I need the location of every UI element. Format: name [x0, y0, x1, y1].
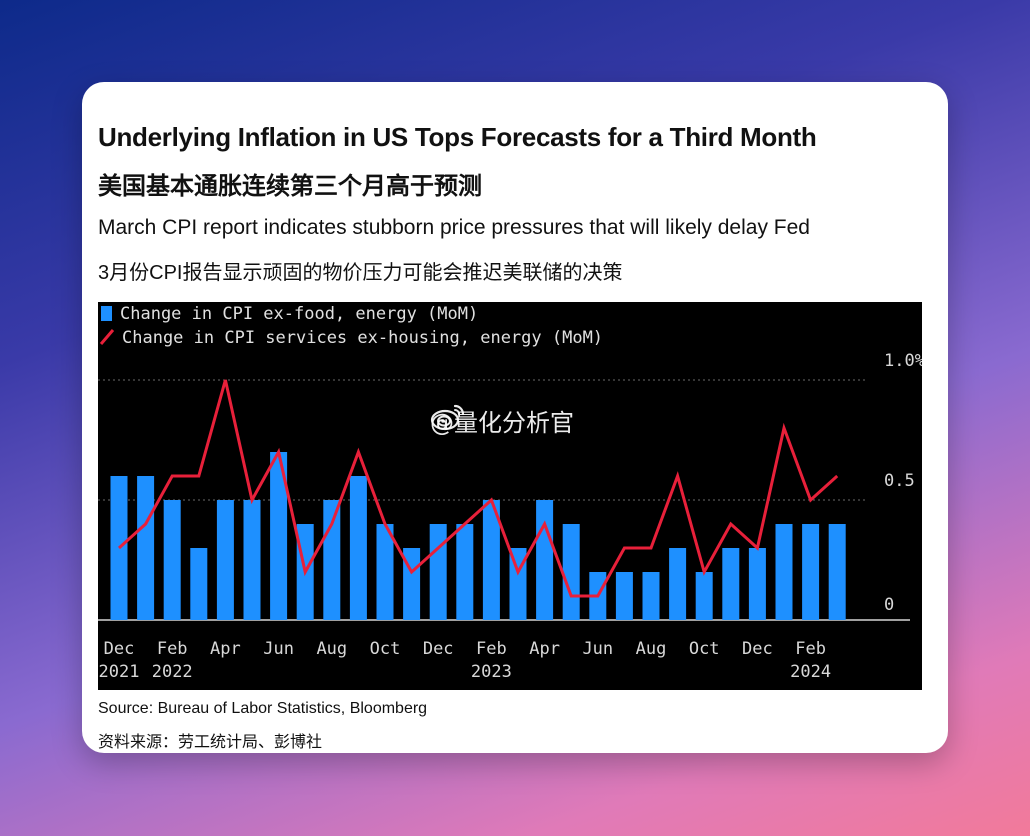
cpi-chart: 0 0.5 1.0% Dec 2021 Feb 2022 Apr Jun Aug Oct Dec Feb…	[98, 304, 922, 682]
bar	[615, 572, 633, 620]
bar	[828, 524, 846, 620]
weibo-icon	[430, 404, 465, 431]
x-tick-label: Oct	[689, 639, 720, 659]
x-tick-label: Dec	[104, 639, 135, 659]
x-tick-label: Apr	[210, 639, 241, 659]
bar	[429, 524, 447, 620]
source-note-chinese: 资料来源：劳工统计局、彭博社	[98, 734, 323, 751]
x-tick-label: Aug	[316, 639, 347, 659]
chart-subtitle: March CPI report indicates stubborn pric…	[98, 216, 810, 239]
bar	[137, 476, 155, 620]
legend-line-swatch	[99, 329, 115, 345]
chart-subtitle-chinese: 3月份CPI报告显示顽固的物价压力可能会推迟美联储的决策	[98, 262, 623, 284]
y-tick-label: 0	[884, 595, 894, 615]
bar	[748, 548, 766, 620]
y-tick-label: 1.0%	[884, 351, 922, 371]
chart-title-chinese: 美国基本通胀连续第三个月高于预测	[98, 173, 482, 200]
bar	[669, 548, 687, 620]
x-tick-year-label: 2022	[152, 662, 193, 682]
x-tick-label: Dec	[423, 639, 454, 659]
bar	[775, 524, 793, 620]
bar	[536, 500, 554, 620]
x-tick-label: Jun	[263, 639, 294, 659]
x-tick-label: Apr	[529, 639, 560, 659]
watermark: @量化分析官	[430, 402, 574, 438]
x-tick-year-label: 2023	[471, 662, 512, 682]
chart-area: 0 0.5 1.0% Dec 2021 Feb 2022 Apr Jun Aug Oct Dec Feb…	[98, 302, 922, 690]
x-tick-label: Jun	[582, 639, 613, 659]
bar	[349, 476, 367, 620]
bar	[802, 524, 820, 620]
x-tick-year-label: 2021	[99, 662, 140, 682]
bar	[163, 500, 181, 620]
bar	[722, 548, 740, 620]
bar	[243, 500, 261, 620]
series-line	[117, 379, 839, 598]
x-tick-year-label: 2024	[790, 662, 831, 682]
bar	[695, 572, 713, 620]
x-tick-label: Dec	[742, 639, 773, 659]
x-tick-label: Oct	[370, 639, 401, 659]
bar	[562, 524, 580, 620]
bar	[482, 500, 500, 620]
x-tick-label: Feb	[157, 639, 188, 659]
x-tick-label: Aug	[636, 639, 667, 659]
x-tick-label: Feb	[476, 639, 507, 659]
chart-title: Underlying Inflation in US Tops Forecast…	[98, 122, 817, 152]
bar	[323, 500, 341, 620]
x-tick-label: Feb	[795, 639, 826, 659]
y-tick-label: 0.5	[884, 471, 915, 491]
bar	[376, 524, 394, 620]
legend-line-label: Change in CPI services ex-housing, energ…	[122, 328, 603, 348]
bar	[270, 452, 288, 620]
source-note: Source: Bureau of Labor Statistics, Bloo…	[98, 700, 428, 717]
bar	[642, 572, 660, 620]
bar	[216, 500, 234, 620]
chart-card: Underlying Inflation in US Tops Forecast…	[82, 82, 948, 753]
bar	[456, 524, 474, 620]
bar	[190, 548, 208, 620]
legend-bar-swatch	[101, 306, 112, 321]
legend-bar-label: Change in CPI ex-food, energy (MoM)	[120, 304, 478, 324]
